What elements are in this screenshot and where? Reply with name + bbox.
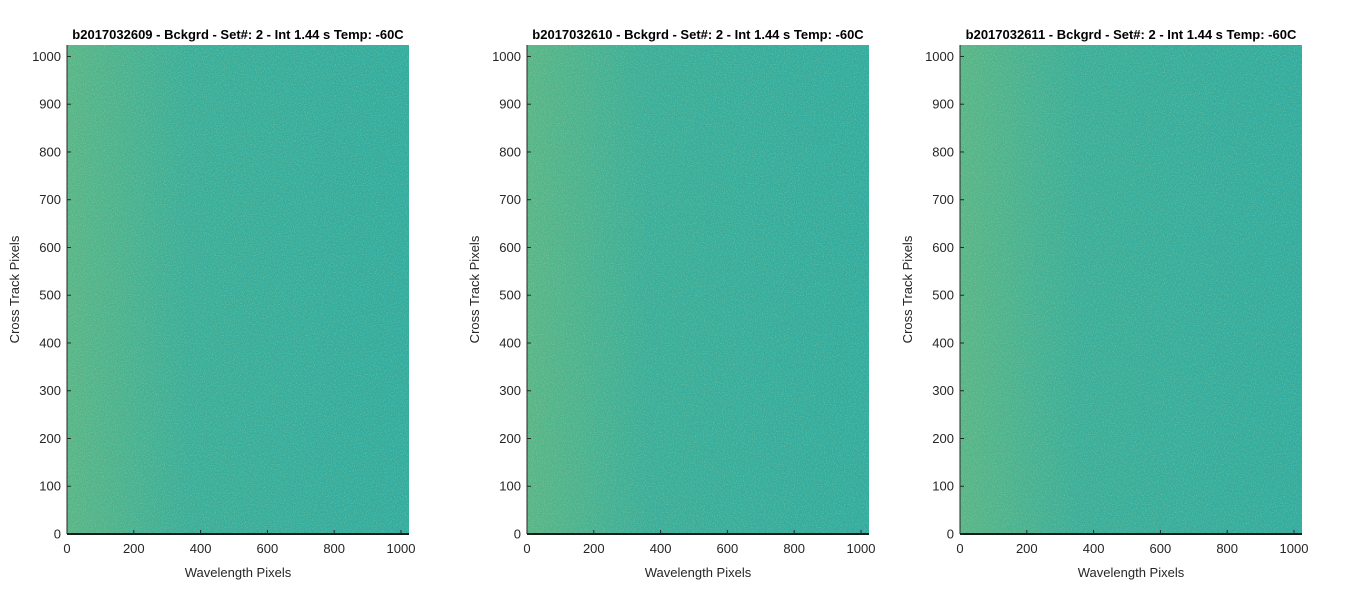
y-tick-label: 500 — [499, 288, 521, 303]
y-axis-label: Cross Track Pixels — [7, 235, 22, 343]
y-tick-label: 700 — [39, 192, 61, 207]
y-tick-label: 800 — [499, 144, 521, 159]
x-tick-label: 400 — [190, 541, 212, 556]
x-tick-label: 400 — [650, 541, 672, 556]
y-tick-label: 1000 — [925, 49, 954, 64]
x-tick-label: 400 — [1083, 541, 1105, 556]
heatmap-noise-overlay — [527, 45, 869, 534]
x-tick-label: 600 — [257, 541, 279, 556]
y-tick-label: 600 — [499, 240, 521, 255]
y-tick-label: 200 — [499, 431, 521, 446]
x-tick-label: 600 — [1150, 541, 1172, 556]
heatmap-chart-svg: 0 100 200 300 400 500 600 700 800 900 1000 0 200 400 6… — [467, 27, 876, 580]
heatmap-panel-b2017032611: 0 100 200 300 400 500 600 700 800 900 1000 0 200 400 6… — [900, 0, 1350, 600]
heatmap-panel-b2017032610: 0 100 200 300 400 500 600 700 800 900 1000 0 200 400 6… — [450, 0, 900, 600]
heatmap-chart-svg: 0 100 200 300 400 500 600 700 800 900 1000 0 200 400 6… — [900, 27, 1309, 580]
y-tick-label: 900 — [932, 97, 954, 112]
y-tick-label: 1000 — [32, 49, 61, 64]
y-tick-label: 400 — [499, 335, 521, 350]
y-tick-label: 600 — [932, 240, 954, 255]
y-tick-label: 800 — [932, 144, 954, 159]
y-tick-label: 1000 — [492, 49, 521, 64]
y-tick-label: 900 — [39, 97, 61, 112]
x-tick-label: 1000 — [387, 541, 416, 556]
heatmap-noise-overlay — [960, 45, 1302, 534]
y-tick-label: 500 — [932, 288, 954, 303]
y-tick-label: 600 — [39, 240, 61, 255]
heatmap-noise-overlay — [67, 45, 409, 534]
x-tick-label: 0 — [956, 541, 963, 556]
y-tick-label: 200 — [932, 431, 954, 446]
y-tick-label: 0 — [947, 527, 954, 542]
x-tick-label: 200 — [583, 541, 605, 556]
y-tick-label: 0 — [54, 527, 61, 542]
x-tick-label: 0 — [63, 541, 70, 556]
y-tick-label: 300 — [499, 383, 521, 398]
x-tick-label: 1000 — [847, 541, 876, 556]
y-tick-label: 400 — [39, 335, 61, 350]
y-tick-label: 100 — [499, 479, 521, 494]
y-tick-label: 700 — [932, 192, 954, 207]
y-tick-label: 100 — [39, 479, 61, 494]
y-tick-label: 800 — [39, 144, 61, 159]
x-tick-label: 0 — [523, 541, 530, 556]
x-tick-label: 1000 — [1280, 541, 1309, 556]
y-tick-label: 900 — [499, 97, 521, 112]
x-tick-label: 800 — [323, 541, 345, 556]
y-tick-label: 700 — [499, 192, 521, 207]
x-tick-label: 200 — [1016, 541, 1038, 556]
y-tick-label: 0 — [514, 527, 521, 542]
heatmap-chart-svg: 0 100 200 300 400 500 600 700 800 900 1000 0 200 400 6… — [7, 27, 416, 580]
chart-title: b2017032610 - Bckgrd - Set#: 2 - Int 1.4… — [532, 27, 864, 42]
x-axis-label: Wavelength Pixels — [645, 565, 752, 580]
chart-title: b2017032609 - Bckgrd - Set#: 2 - Int 1.4… — [72, 27, 404, 42]
y-tick-label: 100 — [932, 479, 954, 494]
y-tick-label: 300 — [932, 383, 954, 398]
x-tick-label: 800 — [783, 541, 805, 556]
chart-title: b2017032611 - Bckgrd - Set#: 2 - Int 1.4… — [966, 27, 1297, 42]
x-axis-label: Wavelength Pixels — [185, 565, 292, 580]
x-tick-label: 800 — [1216, 541, 1238, 556]
x-tick-label: 200 — [123, 541, 145, 556]
heatmap-panel-b2017032609: 0 100 200 300 400 500 600 700 800 900 1000 0 200 400 6… — [0, 0, 450, 600]
x-axis-label: Wavelength Pixels — [1078, 565, 1185, 580]
y-axis-label: Cross Track Pixels — [467, 235, 482, 343]
y-tick-label: 400 — [932, 335, 954, 350]
y-tick-label: 500 — [39, 288, 61, 303]
y-tick-label: 300 — [39, 383, 61, 398]
y-axis-label: Cross Track Pixels — [900, 235, 915, 343]
y-tick-label: 200 — [39, 431, 61, 446]
x-tick-label: 600 — [717, 541, 739, 556]
